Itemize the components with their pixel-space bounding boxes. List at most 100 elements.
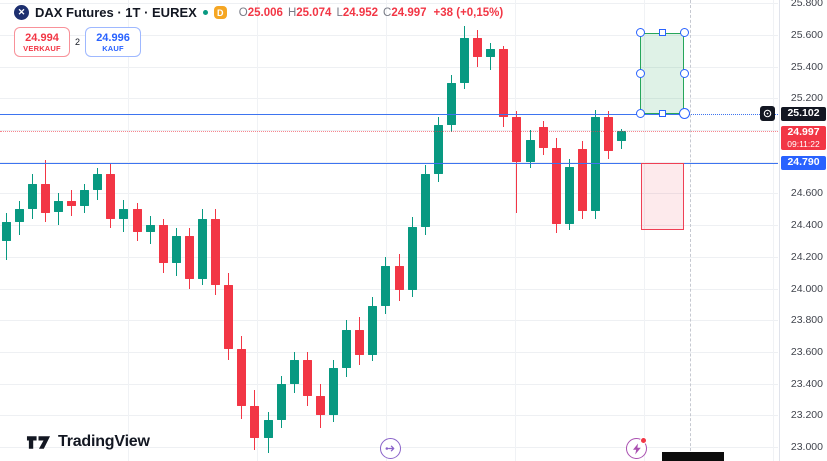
symbol-title[interactable]: DAX Futures · 1T · EUREX [35, 5, 197, 20]
candle-wick [450, 74, 452, 132]
selection-handle[interactable] [658, 29, 666, 37]
grid-line [0, 320, 778, 322]
axis-tick-label: 23.400 [790, 377, 823, 390]
candle-wick [84, 183, 86, 213]
axis-tick-label: 25.400 [790, 60, 823, 73]
axis-tick-label: 23.600 [790, 345, 823, 358]
candle-wick [44, 160, 46, 222]
close-label: C [383, 6, 392, 19]
axis-tick-label: 24.000 [790, 282, 823, 295]
grid-line [644, 0, 645, 461]
arrow-right-icon [385, 445, 395, 452]
candle-wick [372, 296, 374, 362]
notification-dot [640, 437, 647, 444]
selection-handle[interactable] [658, 110, 666, 118]
price-axis[interactable]: 25.800 25.600 25.400 25.200 24.600 24.400 24.2… [779, 0, 827, 461]
selection-handle[interactable] [635, 109, 645, 119]
candle-wick [5, 212, 7, 261]
last-price-line [0, 130, 778, 132]
change-value: +38 (+0,15%) [433, 6, 504, 19]
candle-wick [110, 163, 112, 229]
last-price-tag: 24.997 09:11:22 [781, 125, 826, 150]
jump-to-bar-button[interactable] [380, 438, 401, 459]
alert-icon[interactable] [760, 106, 775, 122]
tradingview-logo-text: TradingView [58, 433, 150, 450]
tradingview-logo[interactable]: TradingView [26, 432, 150, 452]
candle-wick [97, 168, 99, 200]
candle-wick [57, 193, 59, 226]
candle-wick [136, 203, 138, 242]
open-value: 25.006 [247, 6, 283, 19]
candle-wick [188, 228, 190, 289]
candle-wick [608, 111, 610, 159]
alert-price-tag[interactable]: 25.102 [781, 106, 826, 121]
bar-countdown: 09:11:22 [787, 138, 820, 149]
candle-wick [293, 351, 295, 394]
selection-handle[interactable] [679, 68, 689, 78]
grid-line [515, 0, 516, 461]
candle-wick [123, 199, 125, 232]
low-value: 24.952 [342, 6, 379, 19]
open-label: O [238, 6, 248, 19]
symbol-legend[interactable]: ✕ DAX Futures · 1T · EUREX D O25.006 H25… [14, 5, 503, 20]
axis-tick-label: 24.400 [790, 219, 823, 232]
candle-wick [202, 209, 203, 286]
grid-line [0, 256, 778, 258]
grid-line [257, 0, 258, 461]
axis-tick-label: 23.000 [790, 441, 823, 454]
candle-wick [385, 256, 387, 314]
axis-tick-label: 25.600 [790, 29, 823, 42]
symbol-logo-icon: ✕ [14, 5, 29, 20]
buy-button[interactable]: 24.996 KAUF [85, 27, 142, 57]
candle-wick [228, 272, 230, 360]
support-line[interactable] [0, 163, 778, 165]
candle-wick [319, 383, 321, 429]
axis-tick-label: 24.200 [790, 250, 823, 263]
risk-zone[interactable] [641, 163, 684, 231]
candle-wick [267, 412, 269, 454]
target-zone[interactable] [640, 32, 684, 114]
last-price-text: 24.997 [787, 125, 820, 138]
delayed-data-badge[interactable]: D [213, 6, 227, 19]
close-value: 24.997 [391, 6, 427, 19]
candle-wick [464, 25, 465, 89]
buy-label: KAUF [102, 43, 124, 53]
selection-handle[interactable] [635, 28, 645, 38]
market-open-dot-icon [202, 10, 208, 15]
grid-line [128, 0, 129, 461]
candle-wick [149, 215, 151, 245]
grid-line [0, 35, 778, 37]
axis-tick-label: 24.600 [790, 187, 823, 200]
candle-wick [411, 217, 413, 297]
selection-handle[interactable] [679, 28, 689, 38]
candle-wick [31, 174, 33, 219]
sell-price: 24.994 [25, 31, 59, 44]
trade-buttons: 24.994 VERKAUF 2 24.996 KAUF [14, 27, 142, 57]
axis-tick-label: 25.800 [790, 0, 823, 10]
support-price-tag[interactable]: 24.790 [781, 156, 826, 171]
candle-wick [346, 320, 348, 378]
grid-line [0, 66, 778, 68]
selection-handle[interactable] [678, 108, 690, 120]
boost-button[interactable] [626, 437, 647, 459]
high-value: 25.074 [296, 6, 332, 19]
sell-button[interactable]: 24.994 VERKAUF [14, 27, 70, 57]
high-label: H [287, 6, 297, 19]
support-price-text: 24.790 [787, 156, 820, 169]
candle-wick [215, 209, 217, 295]
grid-line [0, 193, 778, 195]
selection-handle[interactable] [635, 68, 645, 78]
chart-pane[interactable]: ✕ DAX Futures · 1T · EUREX D O25.006 H25… [0, 0, 778, 461]
candle-wick [333, 359, 334, 422]
buy-price: 24.996 [96, 31, 130, 44]
grid-line [0, 383, 778, 385]
candle-wick [529, 130, 531, 169]
candle-wick [621, 128, 623, 150]
alert-line[interactable] [0, 113, 684, 115]
grid-line [386, 0, 387, 461]
axis-tick-label: 23.800 [790, 314, 823, 327]
candle-wick [542, 120, 544, 156]
low-label: L [336, 6, 343, 19]
candle-wick [503, 46, 505, 127]
